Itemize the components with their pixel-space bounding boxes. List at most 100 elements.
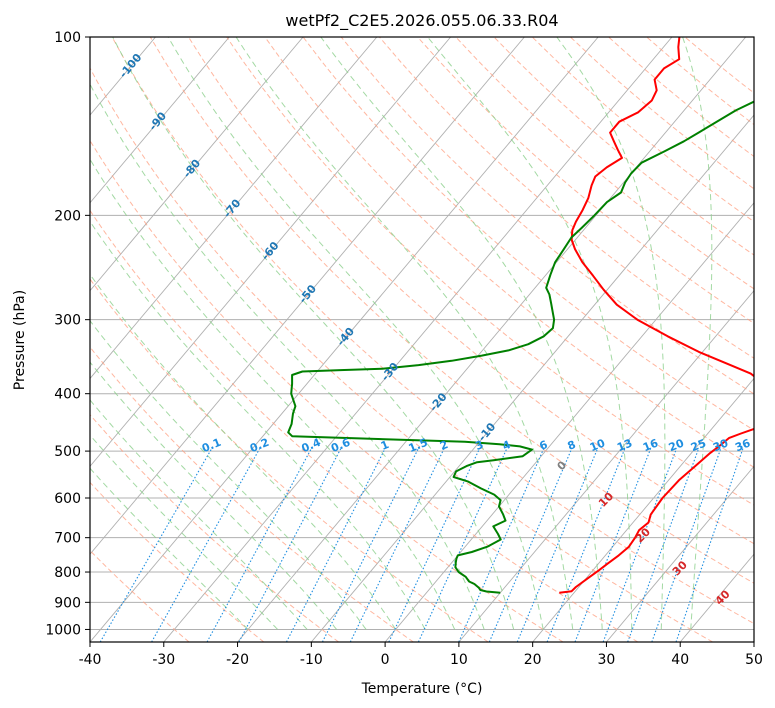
isotherm-line <box>163 37 673 642</box>
mixing-ratio-line <box>488 448 573 642</box>
mixing-ratio-label: 3 <box>473 438 485 453</box>
mixing-ratio-line <box>321 448 419 642</box>
dry-adiabat-line <box>90 481 265 642</box>
isotherm-line <box>90 37 451 468</box>
dry-adiabat-line <box>90 413 339 642</box>
mixing-ratio-line <box>417 448 508 642</box>
mixing-ratio-line <box>627 448 700 642</box>
mixing-ratio-line <box>602 448 678 642</box>
x-tick-label: -10 <box>300 652 323 668</box>
moist-adiabat-line <box>320 37 603 630</box>
mixing-ratio-line <box>574 448 652 642</box>
x-tick-label: 40 <box>671 652 689 668</box>
dry-adiabat-label: 40 <box>713 587 733 607</box>
y-tick-label: 900 <box>54 595 81 611</box>
x-tick-label: 30 <box>598 652 616 668</box>
moist-adiabat-line <box>90 361 337 630</box>
mixing-ratio-line <box>151 448 261 642</box>
y-tick-label: 800 <box>54 565 81 581</box>
mixing-ratio-label: 1 <box>379 438 391 453</box>
x-tick-label: 50 <box>745 652 763 668</box>
isotherm-line <box>679 553 754 642</box>
moist-adiabat-line <box>90 434 278 630</box>
y-tick-label: 700 <box>54 531 81 547</box>
dry-adiabat-line <box>90 67 713 642</box>
isotherm-line <box>532 377 754 642</box>
isotherm-line <box>90 37 599 642</box>
y-tick-label: 200 <box>54 208 81 224</box>
mixing-ratio-line <box>651 448 722 642</box>
y-tick-label: 300 <box>54 313 81 329</box>
moist-adiabat-line <box>682 37 713 630</box>
isotherm-line <box>458 289 754 642</box>
dewpoint-profile-line <box>287 100 754 594</box>
mixing-ratio-label: 36 <box>733 436 752 454</box>
dry-adiabat-label: 10 <box>596 489 616 509</box>
moist-adiabat-line <box>556 37 666 630</box>
isotherm-line <box>90 37 525 555</box>
mixing-ratio-label: 0.2 <box>248 436 271 455</box>
moist-adiabat-line <box>90 319 367 630</box>
moist-adiabat-line <box>112 37 515 630</box>
dry-adiabat-line <box>90 209 564 642</box>
isotherm-line <box>90 37 378 380</box>
mixing-ratio-line <box>99 448 213 642</box>
dry-adiabat-line <box>226 37 754 506</box>
y-tick-label: 600 <box>54 491 81 507</box>
isotherm-line <box>606 465 754 642</box>
plot-area: -100-90-80-70-60-50-40-30-20-10010203040… <box>0 37 754 642</box>
moist-adiabat-line <box>167 37 544 630</box>
moist-adiabat-line <box>235 37 574 630</box>
isotherm-line <box>753 641 754 642</box>
dry-adiabat-label: 30 <box>670 558 690 578</box>
mixing-ratio-line <box>238 448 342 642</box>
moist-adiabat-line <box>90 399 308 630</box>
moist-adiabat-line <box>90 467 249 630</box>
x-tick-label: -30 <box>152 652 175 668</box>
moist-adiabat-line <box>90 158 456 630</box>
mixing-ratio-line <box>388 448 481 642</box>
mixing-ratio-line <box>675 448 744 642</box>
y-tick-label: 500 <box>54 444 81 460</box>
mixing-ratio-line <box>206 448 312 642</box>
dry-adiabat-line <box>646 37 754 126</box>
mixing-ratio-label: 16 <box>641 436 660 454</box>
mixing-ratio-label: 2 <box>438 438 450 453</box>
isotherm-line <box>90 37 304 292</box>
mixing-ratio-label: 13 <box>615 437 634 455</box>
mixing-ratio-line <box>285 448 386 642</box>
dry-adiabat-line <box>90 278 489 642</box>
mixing-ratio-label: 8 <box>566 438 578 453</box>
isotherm-line <box>384 202 754 642</box>
mixing-ratio-label: 0.1 <box>200 436 223 455</box>
y-tick-label: 1000 <box>45 622 81 638</box>
x-tick-label: 10 <box>450 652 468 668</box>
x-tick-label: 0 <box>381 652 390 668</box>
moist-adiabat-line <box>90 273 397 630</box>
dry-adiabat-line <box>379 37 754 359</box>
moist-adiabat-line <box>90 83 485 630</box>
mixing-ratio-line <box>458 448 545 642</box>
mixing-ratio-label: 20 <box>667 436 686 454</box>
dry-adiabat-line <box>264 37 754 468</box>
dry-adiabat-line <box>531 37 754 223</box>
mixing-ratio-label: 25 <box>689 437 708 455</box>
x-tick-label: -40 <box>79 652 102 668</box>
plot-frame <box>89 36 755 643</box>
y-axis-title: Pressure (hPa) <box>12 290 28 390</box>
isotherm-line <box>90 37 230 204</box>
temperature-profile-line <box>559 37 754 594</box>
dry-adiabat-line <box>340 37 754 395</box>
mixing-ratio-line <box>349 448 445 642</box>
isotherm-line <box>0 37 8 642</box>
dry-adiabat-line <box>188 37 754 545</box>
y-tick-label: 400 <box>54 387 81 403</box>
dry-adiabat-line <box>111 37 754 625</box>
dry-adiabat-line <box>149 37 754 584</box>
chart-title: wetPf2_C2E5.2026.055.06.33.R04 <box>285 11 558 31</box>
mixing-ratio-label: 30 <box>711 436 730 454</box>
x-tick-label: 20 <box>524 652 542 668</box>
dry-adiabat-label: 20 <box>633 525 653 545</box>
y-tick-label: 100 <box>54 30 81 46</box>
